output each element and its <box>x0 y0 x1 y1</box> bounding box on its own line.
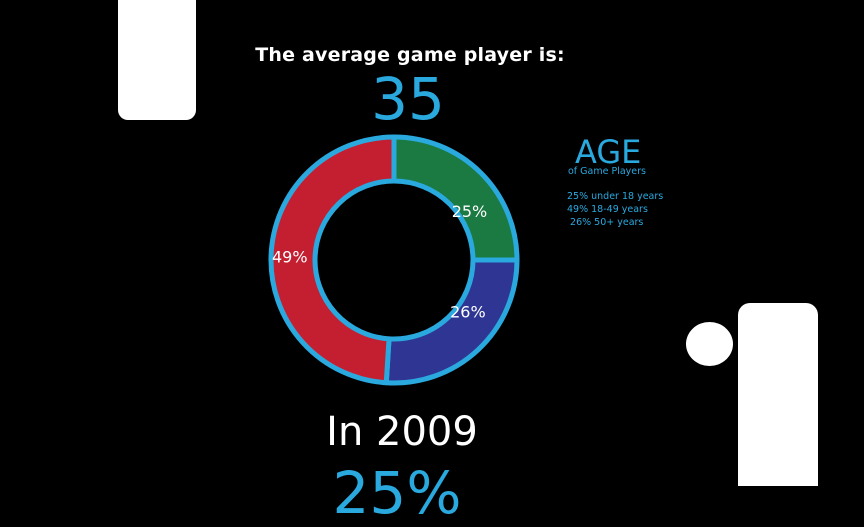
partial-value: 25% <box>332 459 462 527</box>
slice-label: 26% <box>450 302 486 321</box>
legend-line: 26% 50+ years <box>567 217 644 228</box>
headline: The average game player is: <box>255 44 565 66</box>
legend-subtitle: of Game Players <box>568 166 646 177</box>
slice-label: 49% <box>272 247 308 266</box>
pixel-paddle-right <box>738 303 818 486</box>
legend-line: 49% 18-49 years <box>567 204 648 215</box>
age-donut-chart: 25% 26% 49% <box>268 134 520 386</box>
pixel-ball <box>686 322 733 366</box>
donut-slice <box>391 134 520 263</box>
legend-list: 25% under 18 years 49% 18-49 years 26% 5… <box>567 190 663 229</box>
slice-label: 25% <box>452 202 488 221</box>
year-heading: In 2009 <box>326 409 478 455</box>
legend-line: 25% under 18 years <box>567 191 664 202</box>
donut-slice <box>383 257 520 386</box>
legend-title: AGE <box>575 133 642 171</box>
average-age-value: 35 <box>371 65 445 133</box>
donut-slice <box>268 134 397 386</box>
pixel-paddle-top <box>118 0 196 120</box>
